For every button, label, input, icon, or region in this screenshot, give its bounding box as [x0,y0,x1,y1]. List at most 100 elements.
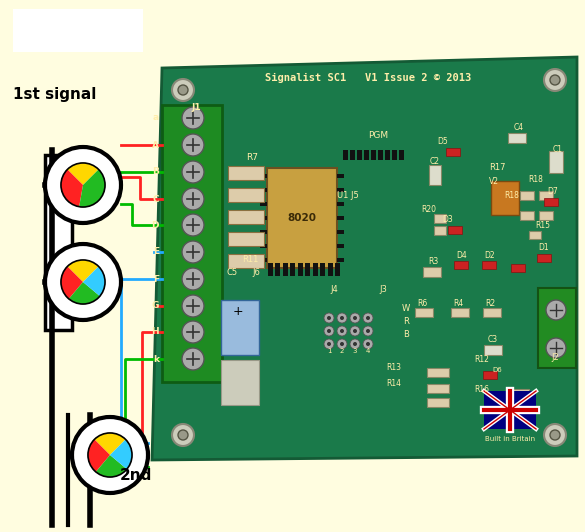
Bar [539,211,553,220]
Bar [370,150,376,160]
Circle shape [337,313,347,323]
Bar [260,188,267,192]
Circle shape [353,316,357,320]
Text: G: G [152,302,159,311]
Text: 2nd: 2nd [120,469,152,484]
Text: R14: R14 [387,379,401,388]
Circle shape [363,339,373,349]
Text: k: k [153,354,159,363]
Text: E: E [153,247,159,256]
Bar [491,181,519,215]
Bar [356,150,362,160]
Bar [427,397,449,406]
Text: R4: R4 [453,298,463,307]
Text: C2: C2 [430,157,440,167]
Bar [228,210,264,224]
Bar [429,165,441,185]
Text: R15: R15 [535,220,550,229]
Bar [337,174,344,178]
Circle shape [45,244,121,320]
Bar [260,258,267,262]
Circle shape [324,313,334,323]
Bar [260,230,267,234]
Bar [511,264,525,272]
Text: a: a [153,113,159,122]
Text: D5: D5 [438,137,448,146]
Circle shape [363,313,373,323]
Text: R7: R7 [246,153,258,162]
Bar [520,190,534,200]
Bar [529,231,541,239]
Text: 8020: 8020 [287,213,316,223]
Bar [484,345,502,355]
Text: D4: D4 [457,251,467,260]
Text: C: C [152,195,159,204]
Bar [427,368,449,377]
Bar [434,226,446,235]
Bar [328,263,332,276]
Circle shape [366,329,370,333]
Circle shape [353,329,357,333]
Text: +: + [233,305,243,318]
Bar [507,388,529,397]
Bar [13,9,143,52]
Bar [267,263,273,276]
Text: 3: 3 [353,348,357,354]
Circle shape [182,295,204,317]
Bar [221,300,259,355]
Text: D2: D2 [485,251,495,260]
Text: B: B [152,168,159,177]
Bar [337,258,344,262]
Wedge shape [96,455,127,477]
Text: W: W [402,304,410,313]
Bar [391,150,397,160]
Bar [228,188,264,202]
Bar [228,232,264,246]
Bar [260,202,267,206]
Circle shape [182,161,204,183]
Bar [298,263,302,276]
Circle shape [340,329,344,333]
Text: J1: J1 [191,104,201,112]
Bar [384,150,390,160]
Text: R18: R18 [504,190,519,200]
Circle shape [546,338,566,358]
Text: D3: D3 [443,215,453,225]
Bar [283,263,287,276]
Bar [337,188,344,192]
Bar [398,150,404,160]
Bar [337,230,344,234]
Circle shape [350,326,360,336]
Polygon shape [152,57,577,460]
Bar [337,216,344,220]
Bar [423,267,441,277]
Bar [290,263,295,276]
Bar [305,263,310,276]
Text: J4: J4 [330,285,338,294]
Bar [508,133,526,143]
Text: J6: J6 [252,268,260,277]
Wedge shape [61,169,83,207]
Text: D: D [152,220,159,229]
Bar [434,213,446,222]
Text: B: B [403,330,409,339]
Text: C3: C3 [488,336,498,345]
Circle shape [350,339,360,349]
Bar [335,263,340,276]
Bar [45,155,72,330]
Bar [427,384,449,393]
Circle shape [324,339,334,349]
Circle shape [182,348,204,370]
Text: 1: 1 [327,348,331,354]
Circle shape [182,268,204,290]
Circle shape [182,321,204,343]
Bar [320,263,325,276]
Bar [451,307,469,317]
Circle shape [550,430,560,440]
Bar [549,151,563,173]
Circle shape [337,339,347,349]
Bar [483,371,497,379]
Text: R16: R16 [474,386,490,395]
Text: C5: C5 [226,268,238,277]
Text: R6: R6 [417,298,427,307]
